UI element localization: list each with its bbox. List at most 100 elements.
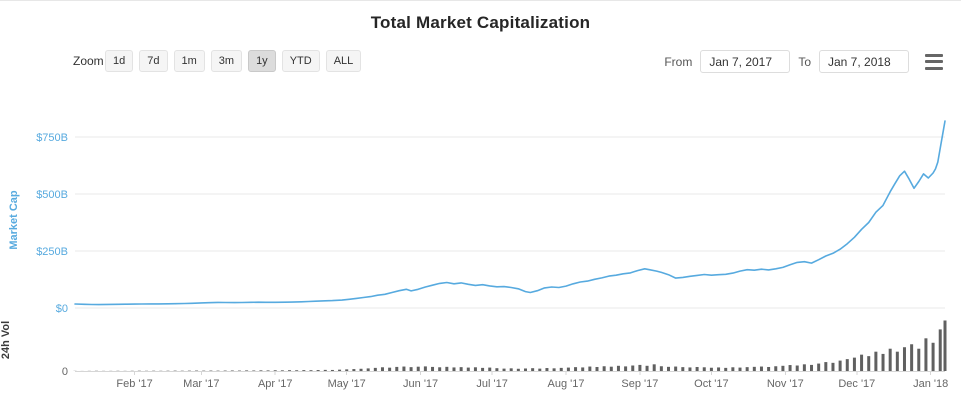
volume-bar: [502, 368, 506, 371]
zoom-button-7d[interactable]: 7d: [139, 50, 168, 72]
y-axis-tick-label: $0: [56, 303, 68, 315]
volume-bar: [652, 364, 656, 371]
volume-bar: [416, 366, 420, 371]
chart-toolbar: Zoom 1d 7d 1m 3m 1y YTD ALL From To: [0, 49, 961, 73]
x-axis-tick-label: Nov '17: [767, 378, 804, 390]
volume-bar: [252, 370, 256, 371]
volume-zero-tick-label: 0: [62, 366, 68, 378]
volume-bar: [438, 367, 442, 371]
volume-bar: [910, 344, 914, 371]
volume-bar: [359, 368, 363, 371]
volume-bar: [588, 366, 592, 371]
zoom-button-1m[interactable]: 1m: [173, 50, 205, 72]
volume-bar: [888, 348, 892, 371]
volume-bar: [409, 367, 413, 371]
volume-bar: [709, 367, 713, 371]
volume-bar: [667, 366, 671, 371]
volume-bar: [938, 329, 942, 371]
x-axis-tick-label: Sep '17: [621, 378, 658, 390]
volume-bar: [943, 320, 947, 371]
volume-bar: [695, 366, 699, 371]
zoom-button-ytd[interactable]: YTD: [281, 50, 320, 72]
y-axis-tick-label: $250B: [36, 246, 68, 258]
volume-bar: [566, 367, 570, 371]
volume-bar: [545, 368, 549, 371]
volume-bar: [774, 366, 778, 371]
zoom-button-1d[interactable]: 1d: [105, 50, 134, 72]
zoom-button-group: 1d 7d 1m 3m 1y YTD ALL: [105, 50, 362, 72]
volume-bar: [552, 368, 556, 371]
volume-bar: [388, 367, 392, 371]
volume-bar: [531, 368, 535, 371]
volume-bar: [445, 366, 449, 371]
volume-bar: [781, 365, 785, 371]
volume-bar: [624, 366, 628, 371]
volume-bar: [788, 365, 792, 371]
to-date-input[interactable]: [819, 50, 909, 73]
volume-bar: [917, 348, 921, 371]
menu-button[interactable]: [923, 53, 945, 71]
volume-bar: [681, 367, 685, 371]
x-axis-tick-label: May '17: [328, 378, 366, 390]
zoom-label: Zoom: [73, 54, 104, 68]
volume-bar: [295, 370, 299, 371]
volume-bar: [481, 367, 485, 371]
volume-bar: [259, 370, 263, 371]
x-axis-tick-label: Dec '17: [838, 378, 875, 390]
market-cap-chart[interactable]: $0 $250B $500B $750B 0 Feb '17 Mar '17 Apr '17 M…: [0, 89, 961, 403]
volume-bar: [330, 369, 334, 371]
volume-bar: [738, 367, 742, 371]
volume-bar: [795, 365, 799, 371]
volume-bar: [559, 367, 563, 371]
x-axis-tick-label: Oct '17: [694, 378, 729, 390]
volume-bar: [245, 370, 249, 371]
x-axis-tick-label: Jul '17: [476, 378, 507, 390]
volume-bar: [817, 363, 821, 371]
zoom-button-all[interactable]: ALL: [325, 50, 362, 72]
volume-bar: [431, 366, 435, 371]
volume-bar: [609, 366, 613, 371]
volume-bar: [395, 366, 399, 371]
volume-bar: [230, 370, 234, 371]
volume-bar: [924, 338, 928, 371]
zoom-button-3m[interactable]: 3m: [210, 50, 243, 72]
volume-bar: [309, 370, 313, 371]
volume-bar: [824, 362, 828, 371]
hamburger-icon: [925, 53, 943, 57]
volume-bar: [881, 353, 885, 371]
volume-bar: [931, 342, 935, 371]
volume-bar: [810, 364, 814, 371]
volume-bar: [345, 369, 349, 371]
volume-bar: [273, 370, 277, 371]
volume-bar: [831, 362, 835, 371]
volume-bar: [473, 367, 477, 371]
volume-bar: [638, 364, 642, 371]
zoom-button-1y[interactable]: 1y: [248, 50, 276, 72]
volume-bar: [759, 366, 763, 371]
volume-bar: [659, 366, 663, 371]
from-date-input[interactable]: [700, 50, 791, 73]
volume-bar: [852, 357, 856, 371]
volume-bar: [574, 367, 578, 371]
volume-bar: [895, 351, 899, 371]
x-axis-tick-label: Apr '17: [258, 378, 293, 390]
volume-bar: [373, 367, 377, 371]
volume-bar: [595, 366, 599, 371]
volume-bar: [645, 365, 649, 371]
hamburger-icon: [925, 60, 943, 63]
volume-bar: [724, 367, 728, 371]
volume-bar: [874, 351, 878, 371]
volume-bar: [288, 370, 292, 371]
volume-bar: [702, 367, 706, 371]
volume-bar: [523, 368, 527, 371]
volume-bar: [280, 370, 284, 371]
x-axis-tick-label: Jan '18: [913, 378, 948, 390]
volume-bar: [380, 367, 384, 371]
to-label: To: [798, 54, 811, 69]
volume-bar: [302, 370, 306, 371]
volume-bar: [352, 369, 356, 371]
volume-bar: [845, 359, 849, 371]
x-axis-tick-label: Mar '17: [183, 378, 219, 390]
chart-title: Total Market Capitalization: [370, 13, 591, 32]
volume-bar: [616, 365, 620, 371]
